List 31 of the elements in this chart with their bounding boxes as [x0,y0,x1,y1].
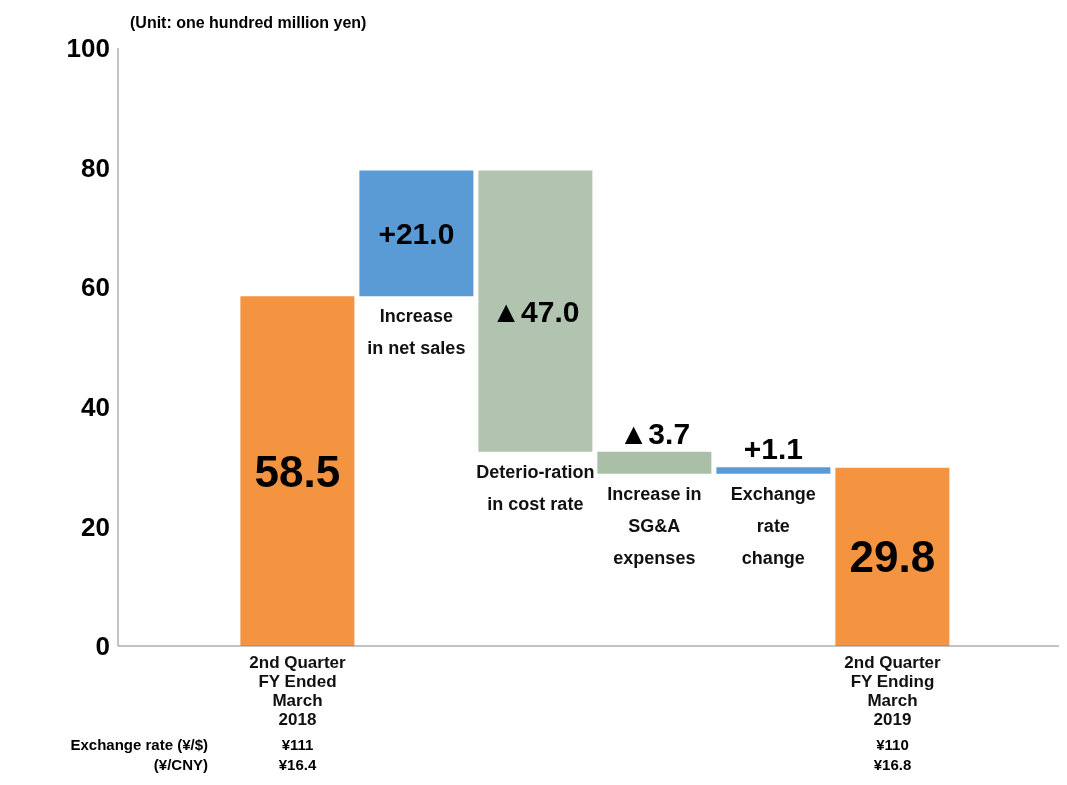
data-label: +1.1 [743,432,803,466]
annotation: Increase in SG&A expenses [607,483,702,568]
bar [359,170,474,297]
text: ¥16.4 [277,756,318,773]
text: ¥111 [280,736,315,753]
text: ¥16.8 [872,756,913,773]
text: Exchange rate (¥/$) [70,736,208,753]
data-label: +21.0 [378,216,455,250]
data-label: 58.5 [254,446,341,496]
text: (Unit: one hundred million yen) [130,14,367,32]
bar [478,170,593,452]
y-tick-label: 60 [81,272,110,303]
x-tick-label: 2nd Quarter FY Ended March 2018 [249,653,347,729]
data-label: ▲47.0 [491,294,580,328]
y-tick-label: 40 [81,392,110,423]
data-label: 29.8 [849,532,936,582]
annotation: Increase in net sales [367,306,466,359]
annotation: Deterio-ration in cost rate [476,461,595,514]
text: ¥110 [875,736,910,753]
bar [716,467,831,474]
x-tick-label: 2nd Quarter FY Ending March 2019 [844,653,942,729]
y-tick-label: 0 [95,631,110,662]
y-tick-label: 20 [81,511,110,542]
annotation: Exchange rate change [730,483,816,568]
bar [835,467,950,646]
text: (¥/CNY) [153,756,208,773]
data-label: ▲3.7 [618,416,691,450]
y-tick-label: 100 [66,33,110,64]
bar [240,296,355,646]
bar [597,451,712,474]
y-tick-label: 80 [81,152,110,183]
